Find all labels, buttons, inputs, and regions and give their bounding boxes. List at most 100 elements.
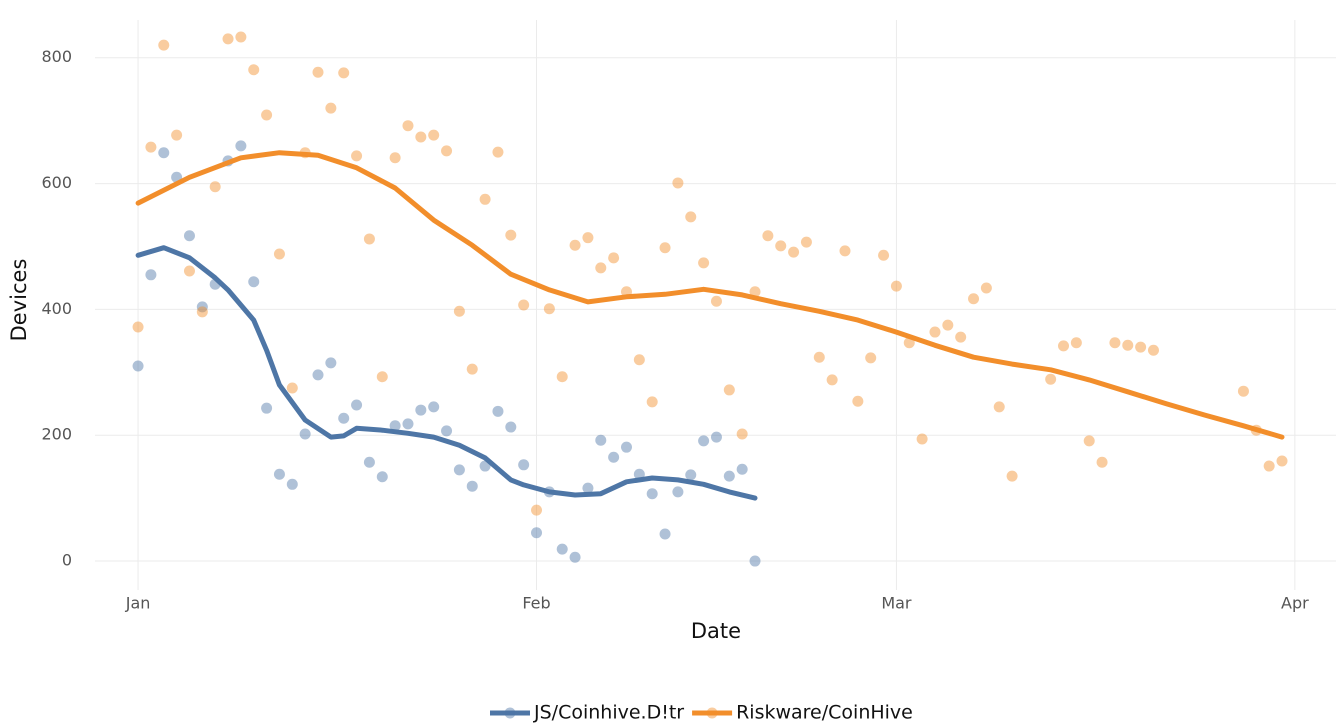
point (222, 33, 234, 45)
x-tick-label: Mar (881, 594, 912, 613)
point (351, 150, 363, 162)
point (1122, 339, 1134, 351)
point (569, 239, 581, 251)
point (415, 404, 427, 416)
point (980, 282, 992, 294)
point (813, 351, 825, 363)
point (312, 66, 324, 78)
point (543, 303, 555, 315)
point (672, 486, 684, 498)
point (363, 456, 375, 468)
trend-line (135, 150, 1285, 440)
point (1109, 337, 1121, 349)
point (492, 405, 504, 417)
point (672, 177, 684, 189)
point (736, 428, 748, 440)
point (389, 420, 401, 432)
y-tick-label: 600 (41, 173, 72, 192)
point (608, 252, 620, 264)
point (595, 434, 607, 446)
point (453, 305, 465, 317)
point (685, 469, 697, 481)
point (762, 230, 774, 242)
point (261, 109, 273, 121)
point (1237, 385, 1249, 397)
point (132, 360, 144, 372)
point (710, 431, 722, 443)
point (955, 331, 967, 343)
point (1263, 460, 1275, 472)
point (196, 301, 208, 313)
point (531, 504, 543, 516)
point (1045, 373, 1057, 385)
y-tick-label: 800 (41, 47, 72, 66)
point (441, 425, 453, 437)
y-tick-label: 200 (41, 425, 72, 444)
point (479, 193, 491, 205)
point (1276, 455, 1288, 467)
point (839, 245, 851, 257)
point (145, 141, 157, 153)
point (620, 441, 632, 453)
point (878, 249, 890, 261)
legend-swatch-point (706, 707, 718, 719)
point (171, 129, 183, 141)
point (325, 357, 337, 369)
point (453, 464, 465, 476)
point (299, 428, 311, 440)
point (466, 480, 478, 492)
point (749, 286, 761, 298)
point (865, 352, 877, 364)
legend-label: Riskware/CoinHive (736, 702, 913, 724)
point (800, 236, 812, 248)
point (248, 276, 260, 288)
point (235, 140, 247, 152)
point (466, 363, 478, 375)
point (145, 269, 157, 281)
point (556, 371, 568, 383)
point (788, 246, 800, 258)
point (698, 257, 710, 269)
point (183, 265, 195, 277)
x-axis-title: Date (691, 619, 741, 643)
point (1083, 435, 1095, 447)
point (929, 326, 941, 338)
point (916, 433, 928, 445)
point (993, 401, 1005, 413)
point (1147, 344, 1159, 356)
point (968, 293, 980, 305)
point (402, 418, 414, 430)
point (273, 468, 285, 480)
point (685, 211, 697, 223)
x-tick-label: Jan (125, 594, 151, 613)
point (338, 67, 350, 79)
point (441, 145, 453, 157)
point (235, 31, 247, 43)
point (710, 295, 722, 307)
point (505, 229, 517, 241)
y-tick-label: 0 (62, 551, 72, 570)
point (248, 64, 260, 76)
point (273, 248, 285, 260)
point (325, 102, 337, 114)
point (428, 129, 440, 141)
point (158, 39, 170, 51)
point (338, 412, 350, 424)
point (736, 463, 748, 475)
point (415, 131, 427, 143)
x-tick-label: Feb (522, 594, 550, 613)
point (1070, 337, 1082, 349)
point (402, 120, 414, 132)
y-axis-title: Devices (7, 259, 31, 342)
point (286, 478, 298, 490)
trend-line (135, 245, 758, 501)
point (608, 451, 620, 463)
point (518, 299, 530, 311)
point (261, 402, 273, 414)
point (582, 232, 594, 244)
point (132, 321, 144, 333)
point (376, 471, 388, 483)
point (633, 354, 645, 366)
point (852, 395, 864, 407)
